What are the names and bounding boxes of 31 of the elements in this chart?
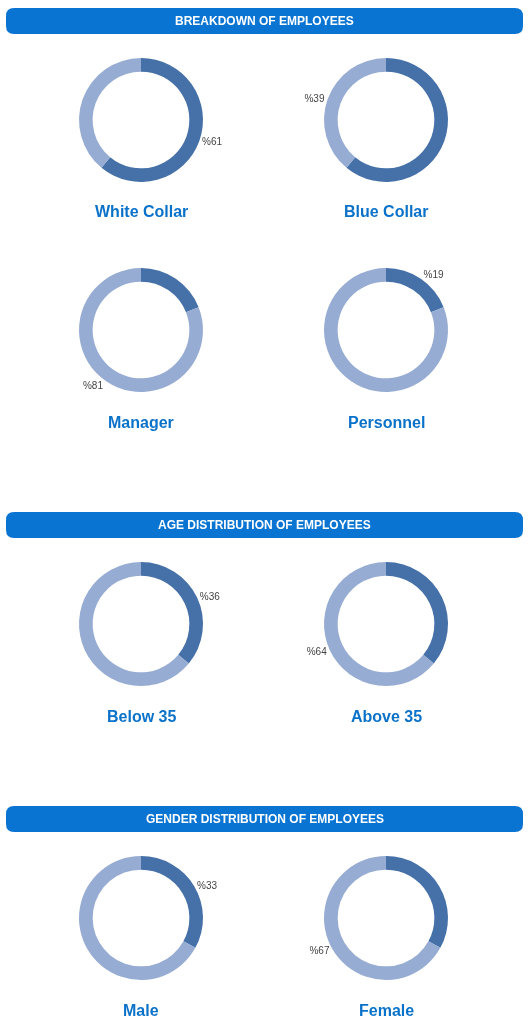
text: BREAKDOWN OF EMPLOYEES [175, 14, 354, 28]
donut-slice [386, 562, 448, 664]
text: Female [359, 1002, 415, 1019]
donut-slice [79, 268, 203, 392]
text: Below 35 [107, 708, 177, 725]
data-label: %81 [82, 379, 104, 391]
text: AGE DISTRIBUTION OF EMPLOYEES [158, 518, 371, 532]
text: White Collar [95, 203, 189, 220]
donut-slice [386, 268, 444, 313]
text: Above 35 [351, 708, 423, 725]
data-label: %39 [304, 92, 325, 104]
data-label: %36 [199, 591, 221, 603]
text: Manager [108, 414, 174, 431]
data-label: %64 [306, 645, 328, 657]
donut-slice [79, 58, 141, 168]
text: GENDER DISTRIBUTION OF EMPLOYEES [146, 812, 385, 826]
donut-slice [346, 58, 448, 182]
text: Personnel [348, 414, 426, 431]
donut-slice [79, 856, 196, 980]
text: Male [123, 1002, 159, 1019]
data-label: %67 [309, 945, 330, 957]
donut-slice [324, 268, 448, 392]
data-label: %19 [423, 269, 445, 281]
data-label: %33 [197, 879, 218, 891]
donut-slice [101, 58, 203, 182]
donut-slice [79, 562, 189, 686]
donut-slice [141, 268, 199, 313]
text: Blue Collar [344, 203, 429, 220]
donut-slice [386, 856, 448, 948]
data-label: %61 [202, 136, 223, 148]
donut-slice [324, 58, 386, 168]
